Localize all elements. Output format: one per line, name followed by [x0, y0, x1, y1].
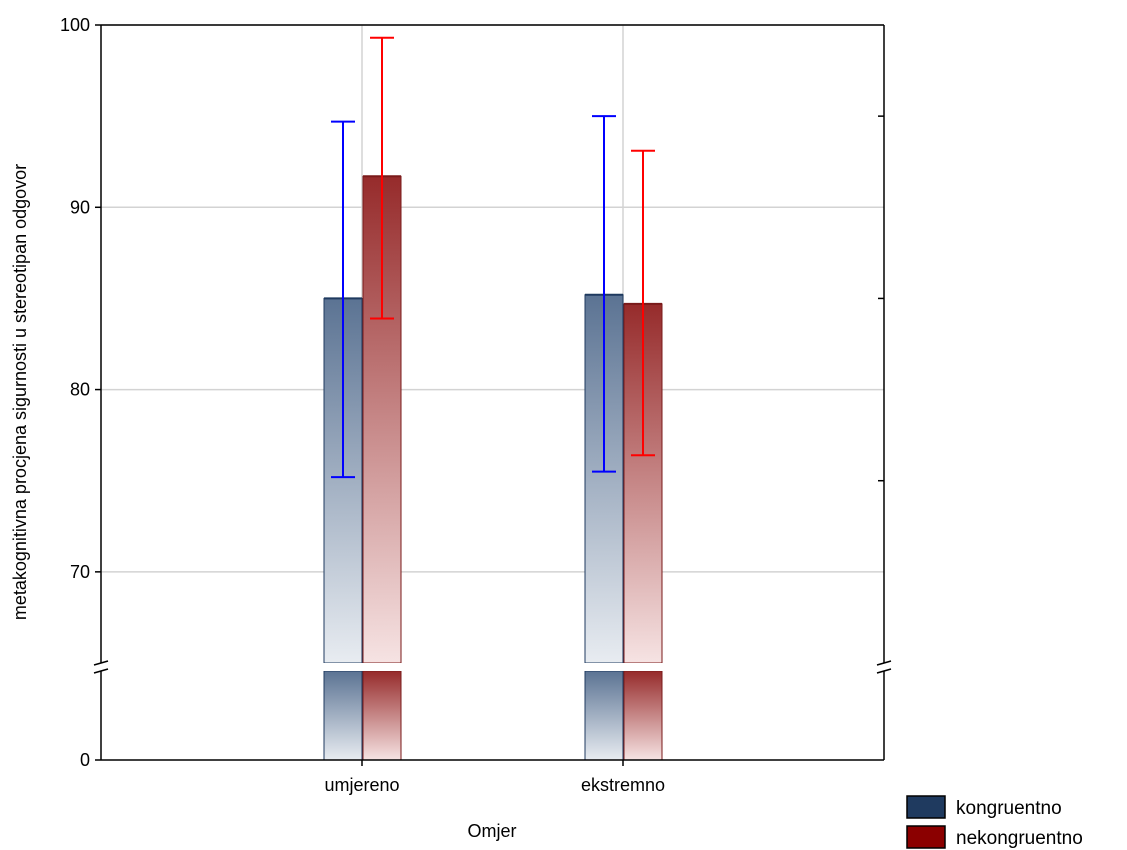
bar-base-nekongruentno-umjereno: [362, 670, 402, 761]
legend: kongruentno nekongruentno: [906, 795, 1083, 849]
x-tick-label: ekstremno: [581, 775, 665, 795]
bars: [323, 175, 663, 761]
plot-background: [101, 25, 884, 760]
y-tick-label: 0: [80, 750, 90, 770]
axis-break-band: [90, 663, 896, 671]
x-tick-label: umjereno: [324, 775, 399, 795]
y-tick-label: 80: [70, 380, 90, 400]
legend-label-kongruentno: kongruentno: [956, 798, 1062, 819]
y-tick-label: 70: [70, 562, 90, 582]
y-tick-label: 90: [70, 197, 90, 217]
y-axis-ticks: 70 80 90 100 0: [60, 15, 884, 770]
bar-base-kongruentno-umjereno: [323, 670, 363, 761]
bar-base-nekongruentno-ekstremno: [623, 670, 663, 761]
y-axis-title: metakognitivna procjena sigurnosti u ste…: [10, 164, 30, 620]
bar-base-kongruentno-ekstremno: [584, 670, 624, 761]
plot-frame: [93, 24, 892, 761]
legend-swatch-nekongruentno: [906, 825, 946, 849]
x-axis-title: Omjer: [468, 821, 517, 841]
legend-label-nekongruentno: nekongruentno: [956, 828, 1083, 849]
y-tick-label: 100: [60, 15, 90, 35]
x-axis-ticks: umjereno ekstremno: [324, 760, 665, 795]
legend-swatch-kongruentno: [906, 795, 946, 819]
error-bars: [331, 36, 655, 479]
